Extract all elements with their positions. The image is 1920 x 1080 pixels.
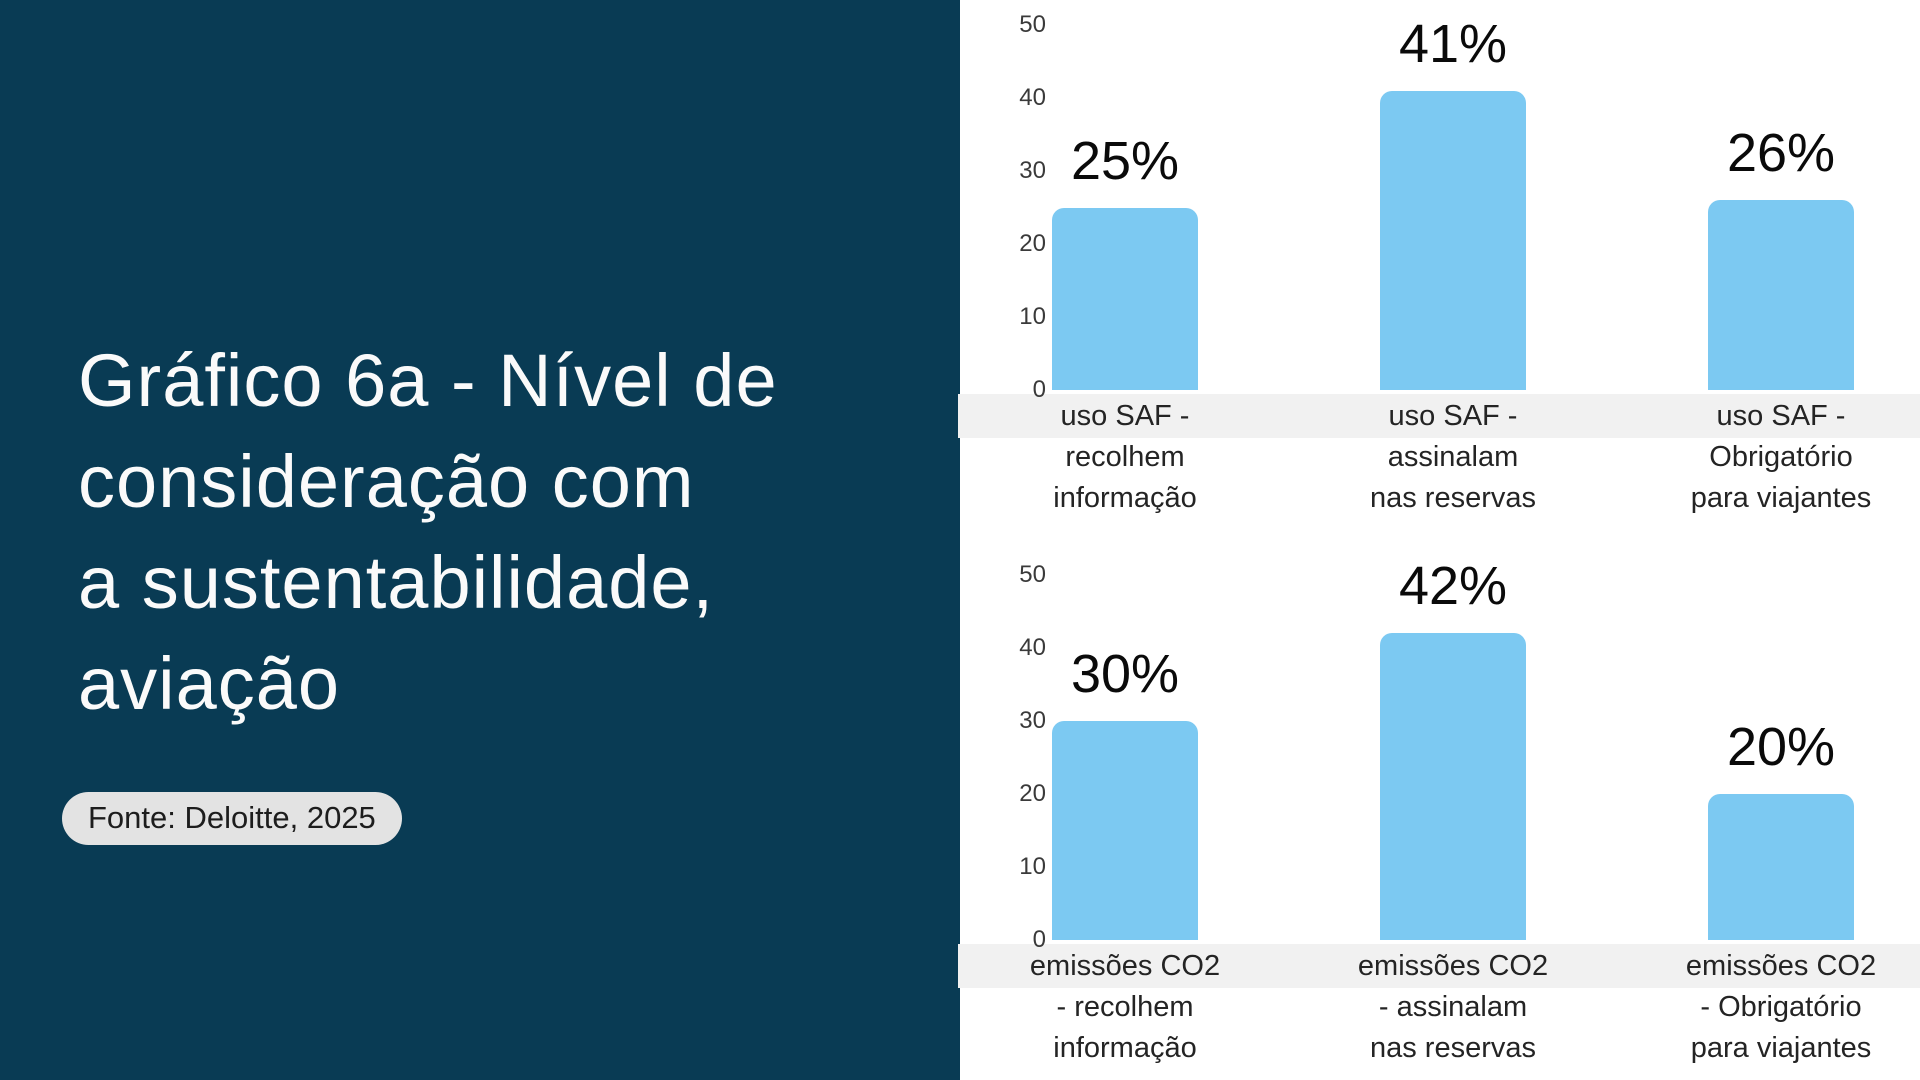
title-line-2: consideração com — [78, 440, 695, 523]
title-line-3: a sustentabilidade, — [78, 541, 715, 624]
title-line-1: Gráfico 6a - Nível de — [78, 339, 778, 422]
category-label: uso SAF - assinalam nas reservas — [1369, 400, 1536, 514]
category-label: uso SAF - recolhem informação — [1053, 400, 1197, 514]
axis-band — [958, 394, 1920, 438]
y-axis-tick: 10 — [1019, 303, 1046, 330]
axis-band — [958, 944, 1920, 988]
bar-value-label: 30% — [1070, 644, 1180, 704]
category-label: emissões CO2 - assinalam nas reservas — [1357, 950, 1549, 1064]
y-axis-tick: 20 — [1019, 780, 1046, 807]
y-axis-tick: 20 — [1019, 230, 1046, 257]
bar-value-label: 41% — [1398, 13, 1508, 74]
bar-co2-recolhem — [1052, 721, 1198, 940]
bar-value-label: 42% — [1398, 556, 1508, 617]
bar-co2-obrigatorio — [1708, 794, 1854, 940]
page-title: Gráfico 6a - Nível de consideração com a… — [78, 330, 898, 734]
source-badge: Fonte: Deloitte, 2025 — [62, 792, 402, 845]
y-axis-tick: 0 — [1032, 376, 1046, 403]
y-axis-tick: 40 — [1019, 634, 1046, 661]
category-label: uso SAF - Obrigatório para viajantes — [1690, 400, 1872, 514]
bar-uso-saf-obrigatorio — [1708, 200, 1854, 390]
bar-uso-saf-recolhem — [1052, 207, 1198, 390]
chart-emissoes-co2: 50 40 30 20 10 0 30% 42% 20% emissões CO… — [958, 550, 1920, 1080]
y-axis-tick: 30 — [1019, 707, 1046, 734]
title-line-4: aviação — [78, 642, 341, 725]
category-label: emissões CO2 - recolhem informação — [1029, 950, 1221, 1064]
y-axis-tick: 50 — [1019, 11, 1046, 38]
bar-value-label: 25% — [1070, 130, 1180, 191]
y-axis-tick: 30 — [1019, 157, 1046, 184]
chart-uso-saf: 50 40 30 20 10 0 25% 41% 26% uso SAF - r… — [958, 0, 1920, 540]
title-panel: Gráfico 6a - Nível de consideração com a… — [0, 0, 960, 1080]
bar-uso-saf-assinalam — [1380, 90, 1526, 390]
bar-co2-assinalam — [1380, 633, 1526, 940]
y-axis-tick: 40 — [1019, 84, 1046, 111]
category-label: emissões CO2 - Obrigatório para viajante… — [1685, 950, 1877, 1064]
bar-value-label: 20% — [1726, 717, 1836, 777]
y-axis-tick: 10 — [1019, 853, 1046, 880]
y-axis-tick: 50 — [1019, 561, 1046, 588]
y-axis-tick: 0 — [1032, 926, 1046, 953]
bar-value-label: 26% — [1726, 123, 1836, 184]
